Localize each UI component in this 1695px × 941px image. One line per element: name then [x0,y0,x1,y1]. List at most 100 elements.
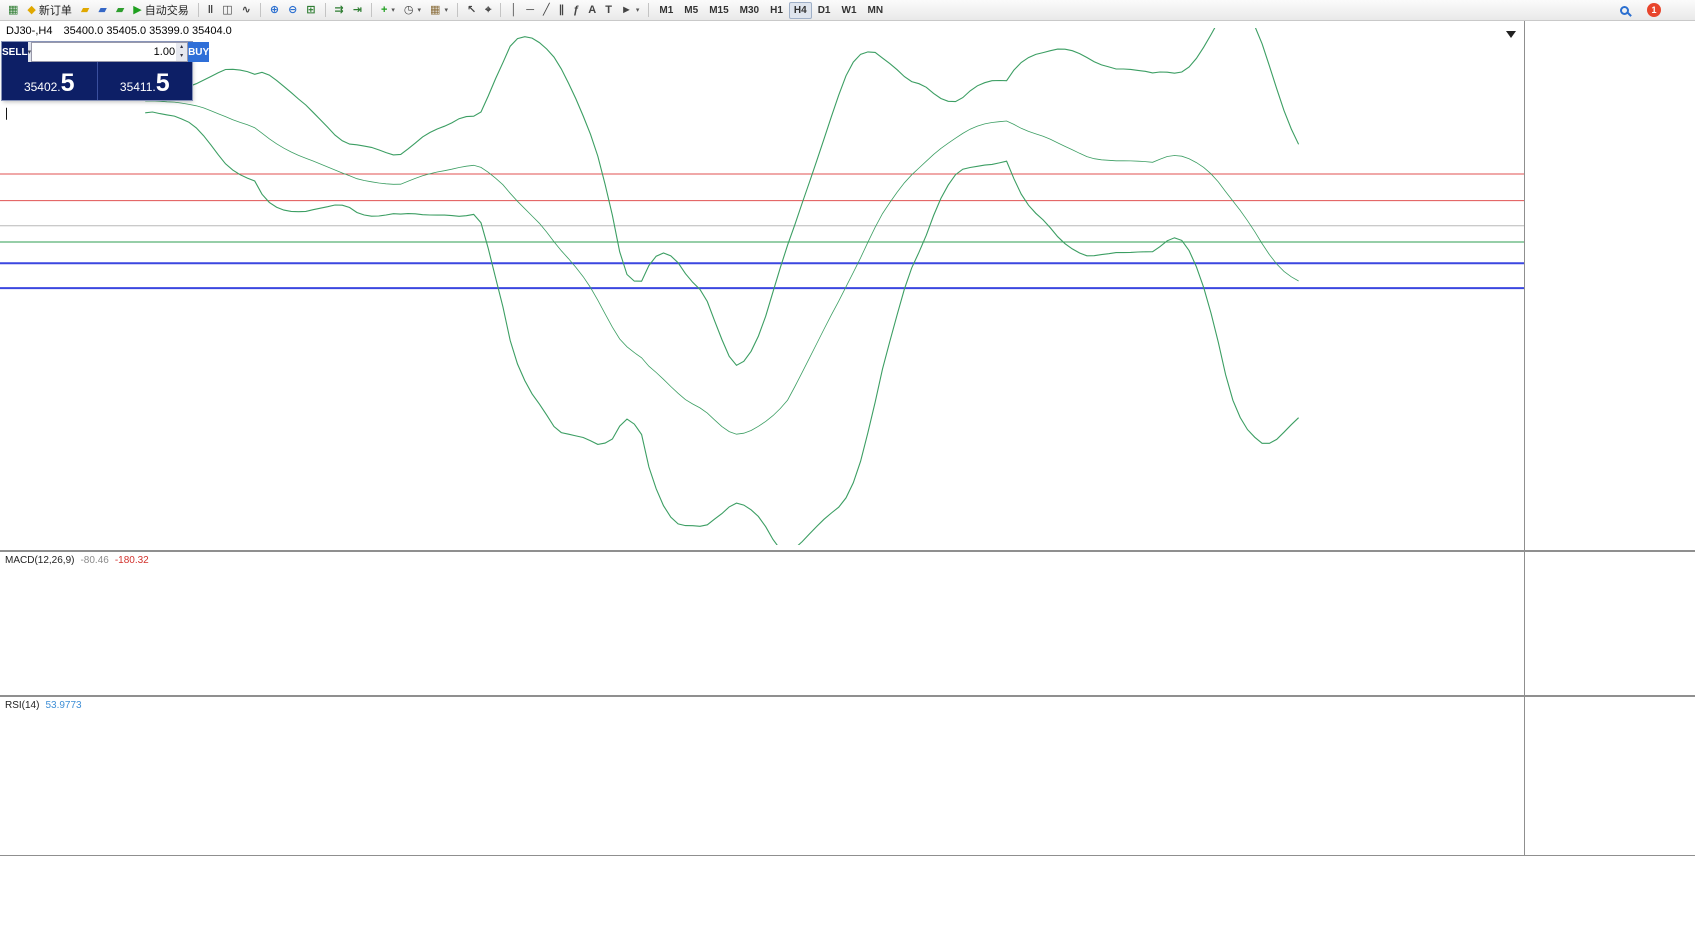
new-order-button-label: 新订单 [38,5,72,17]
indicators-button[interactable]: + ▾ [377,2,399,19]
crosshair-icon: ⌖ [485,3,492,16]
fibonacci-icon: ƒ [573,3,580,16]
macd-value-main: -80.46 [80,555,109,566]
auto-scroll-icon: ⇉ [334,3,344,16]
chart-shift-icon: ⇥ [352,3,362,16]
volume-preset-dropdown[interactable]: ▾ [27,42,32,62]
panel-separator [0,855,1695,856]
periods-button[interactable]: ◷ ▾ [400,2,425,19]
candlestick-chart-button[interactable]: ◫ [218,2,236,19]
chevron-down-icon: ▾ [417,7,422,14]
horizontal-line-button[interactable]: ─ [522,2,538,19]
timeframe-H1[interactable]: H1 [765,2,788,19]
templates-button[interactable]: ▦ ▾ [426,2,452,19]
trade-panel-controls: SELL ▾ ▴ ▾ BUY [2,42,210,62]
new-order-button[interactable]: ◆ 新订单 [23,2,75,19]
volume-down-button[interactable]: ▾ [180,53,184,59]
new-order-icon: ◆ [27,3,36,16]
buy-button[interactable]: BUY [188,42,210,62]
panel-separator[interactable] [0,550,1695,552]
timeframe-M5[interactable]: M5 [679,2,703,19]
timeframe-M15[interactable]: M15 [704,2,733,19]
main-chart-canvas[interactable] [0,28,1524,545]
one-click-trading-panel: SELL ▾ ▴ ▾ BUY 35402. 5 35411. 5 [2,42,210,100]
timeframe-M30[interactable]: M30 [735,2,764,19]
text-icon: A [588,3,597,16]
metaeditor-button[interactable]: ▰ [77,2,93,19]
panel-separator[interactable] [0,695,1695,697]
cursor-button[interactable]: ↖ [463,2,480,19]
toolbar-separator [456,3,458,17]
navigator-button[interactable]: ▰ [112,2,128,19]
vertical-line-button[interactable]: │ [506,2,521,19]
trade-panel-prices: 35402. 5 35411. 5 [2,62,192,100]
trendline-button[interactable]: ╱ [539,2,554,19]
autotrading-icon: ▶ [133,3,142,16]
text-button[interactable]: A [584,2,600,19]
cursor-icon: ↖ [466,3,477,16]
macd-label: MACD(12,26,9) -80.46 -180.32 [5,555,149,566]
vertical-line-icon: │ [510,3,518,16]
fibonacci-button[interactable]: ƒ [569,2,583,19]
auto-scroll-button[interactable]: ⇉ [331,2,348,19]
notifications-button[interactable]: 1 [1643,2,1665,19]
sell-button[interactable]: SELL [2,42,28,62]
chart-shift-button[interactable]: ⇥ [349,2,366,19]
new-chart-button[interactable]: ▦ [4,2,22,19]
sell-price[interactable]: 35402. 5 [2,62,98,100]
bar-chart-icon: ‖ [207,3,214,16]
timeframe-M1[interactable]: M1 [654,2,678,19]
chevron-down-icon: ▾ [27,49,32,56]
zoom-out-icon: ⊖ [288,3,298,16]
timeframe-W1[interactable]: W1 [837,2,862,19]
chevron-down-icon: ▾ [635,7,640,14]
arrows-button[interactable]: ► ▾ [617,2,643,19]
channel-icon: ∥ [558,3,565,16]
toolbar-right-group: 1 [1616,2,1665,19]
timeframe-MN[interactable]: MN [863,2,889,19]
search-button[interactable] [1616,2,1633,19]
timeframe-H4[interactable]: H4 [788,1,812,19]
notification-badge: 1 [1647,3,1661,17]
line-chart-button[interactable]: ∿ [238,2,255,19]
rsi-panel-canvas[interactable] [0,698,1524,854]
chevron-down-icon: ▾ [444,7,448,14]
text-label-icon: T [605,3,612,16]
toolbar-separator [500,3,502,17]
zoom-out-button[interactable]: ⊖ [284,2,301,19]
autotrading-button[interactable]: ▶ 自动交易 [129,2,192,19]
volume-input[interactable] [32,43,177,61]
market-watch-button[interactable]: ▰ [94,2,110,19]
sell-price-pips: 5 [60,69,75,97]
bar-chart-button[interactable]: ‖ [204,2,217,19]
macd-name: MACD(12,26,9) [5,555,75,566]
templates-icon: ▦ [430,3,441,16]
toolbar-separator [259,3,261,17]
buy-price[interactable]: 35411. 5 [98,62,193,100]
arrows-icon: ► [620,3,632,16]
zoom-in-button[interactable]: ⊕ [266,2,283,19]
tile-windows-icon: ⊞ [306,3,316,16]
chart-symbol-label: DJ30-,H4 [6,25,53,37]
chart-shift-marker[interactable] [1506,31,1516,38]
candlestick-chart-icon: ◫ [222,3,233,16]
tile-windows-button[interactable]: ⊞ [302,2,319,19]
search-icon [1620,5,1629,15]
price-axis-border [1524,21,1525,855]
chart-ohlc-values: 35400.0 35405.0 35399.0 35404.0 [63,25,232,37]
toolbar-left-group: ▦ ◆ 新订单 ▰ ▰ ▰ ▶ 自动交易 ‖ ◫ ∿ ⊕ ⊖ ⊞ ⇉ ⇥ + ▾ ◷ ▾ ▦ ▾ ↖ ⌖ │ ─ ╱ ∥ ƒ A T ► ▾ M1… [4,1,889,19]
macd-panel-canvas[interactable] [0,553,1524,695]
new-chart-icon: ▦ [8,3,19,16]
text-label-button[interactable]: T [601,2,616,19]
crosshair-button[interactable]: ⌖ [481,2,495,19]
toolbar-separator [648,3,650,17]
navigator-icon: ▰ [115,3,125,16]
channel-button[interactable]: ∥ [555,2,569,19]
toolbar-separator [197,3,199,17]
macd-value-signal: -180.32 [114,555,149,566]
volume-up-button[interactable]: ▴ [180,44,184,50]
zoom-in-icon: ⊕ [269,3,280,16]
periods-icon: ◷ [403,3,414,16]
rsi-name: RSI(14) [5,700,40,711]
timeframe-D1[interactable]: D1 [813,2,836,19]
